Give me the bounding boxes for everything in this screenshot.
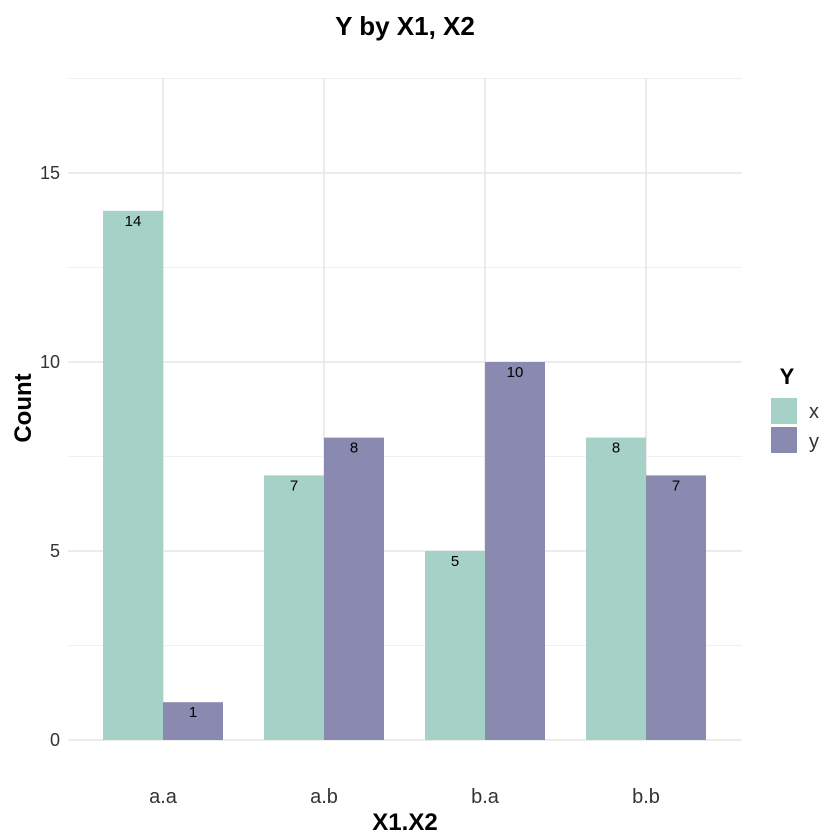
x-axis-ticks: a.a a.b b.a b.b <box>149 786 660 808</box>
chart-title: Y by X1, X2 <box>335 11 475 41</box>
bar-b.b-y <box>646 475 706 740</box>
y-axis-ticks: 0 5 10 15 <box>40 163 60 750</box>
legend-title: Y <box>780 364 795 389</box>
bar-label-a.a-x: 14 <box>125 213 142 230</box>
y-axis-title: Count <box>10 373 37 442</box>
x-tick-label: b.a <box>471 786 500 808</box>
y-tick-label: 5 <box>50 541 60 561</box>
x-tick-label: a.b <box>310 786 338 808</box>
x-tick-label: b.b <box>632 786 660 808</box>
bar-a.b-y <box>324 437 384 740</box>
bars <box>103 210 706 741</box>
bar-b.a-y <box>485 362 545 740</box>
bar-a.a-x <box>103 210 163 741</box>
legend-label-y: y <box>809 431 819 453</box>
bar-a.b-x <box>264 475 324 740</box>
bar-a.a-y <box>163 702 223 740</box>
legend-key-y <box>771 427 797 453</box>
bar-label-b.b-x: 8 <box>612 440 620 457</box>
bar-b.a-x <box>425 551 485 740</box>
bar-label-b.a-y: 10 <box>507 364 524 381</box>
x-axis-title: X1.X2 <box>372 809 437 836</box>
y-tick-label: 15 <box>40 163 60 183</box>
legend-label-x: x <box>809 401 819 423</box>
bar-labels: 14 1 7 8 5 10 8 7 <box>125 213 681 721</box>
bar-label-a.b-y: 8 <box>350 440 358 457</box>
legend: Y x y <box>771 364 819 453</box>
x-tick-label: a.a <box>149 786 178 808</box>
bar-label-b.a-x: 5 <box>451 553 459 570</box>
y-tick-label: 10 <box>40 352 60 372</box>
legend-key-x <box>771 398 797 424</box>
bar-label-a.b-x: 7 <box>290 477 298 494</box>
bar-label-b.b-y: 7 <box>672 477 680 494</box>
bar-label-a.a-y: 1 <box>189 704 197 721</box>
bar-b.b-x <box>586 437 646 740</box>
y-tick-label: 0 <box>50 730 60 750</box>
